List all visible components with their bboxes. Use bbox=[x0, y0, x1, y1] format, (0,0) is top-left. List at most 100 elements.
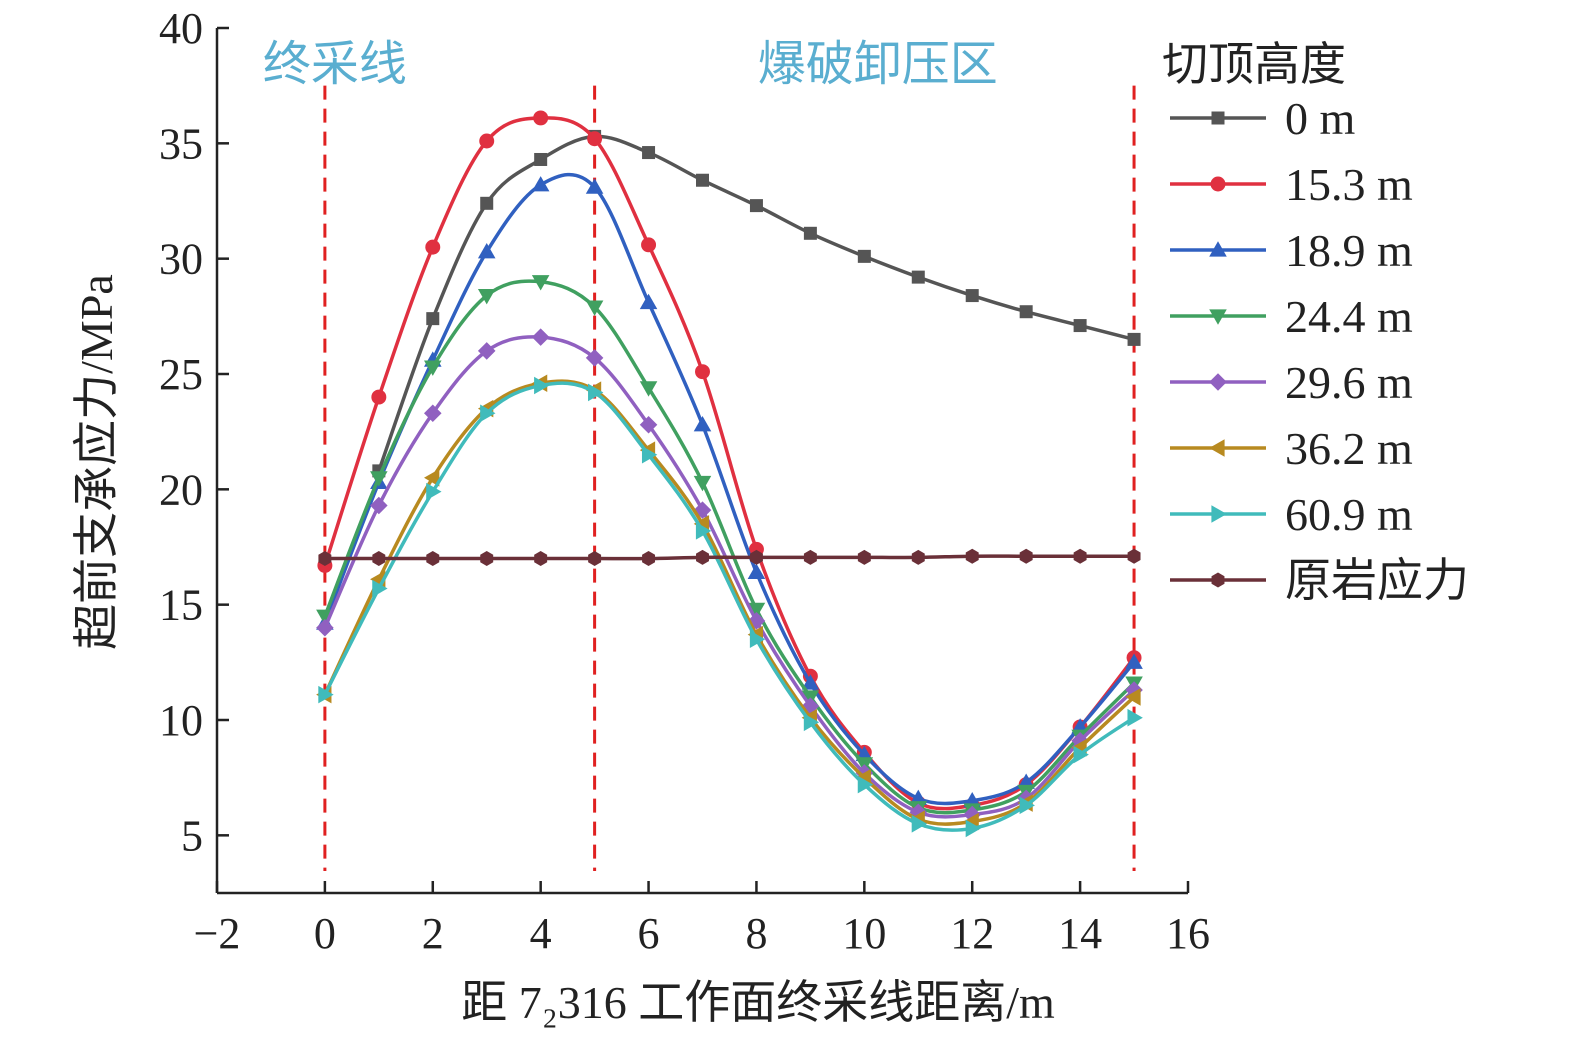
data-point bbox=[639, 293, 658, 310]
data-point bbox=[585, 178, 604, 194]
data-point bbox=[1073, 319, 1087, 333]
data-point bbox=[639, 381, 658, 397]
legend-marker bbox=[1211, 505, 1227, 523]
data-point bbox=[695, 522, 712, 540]
data-point bbox=[531, 275, 550, 291]
zone-annotation: 爆破卸压区 bbox=[758, 36, 998, 92]
data-point bbox=[1125, 653, 1143, 669]
data-point bbox=[641, 237, 657, 253]
y-tick-label: 5 bbox=[181, 811, 203, 860]
data-point bbox=[370, 496, 388, 515]
data-point bbox=[642, 146, 656, 160]
legend-label: 36.2 m bbox=[1285, 423, 1413, 474]
data-point bbox=[479, 133, 495, 149]
data-point bbox=[747, 602, 766, 619]
y-tick-label: 20 bbox=[159, 465, 203, 514]
data-point bbox=[911, 270, 925, 284]
x-tick-label: 2 bbox=[422, 909, 444, 958]
data-point bbox=[857, 775, 874, 794]
data-point bbox=[372, 579, 388, 598]
data-point bbox=[857, 549, 871, 565]
data-point bbox=[531, 176, 550, 192]
series-line bbox=[323, 172, 1136, 806]
data-point bbox=[1073, 745, 1089, 764]
y-axis-title: 超前支承应力/MPa bbox=[71, 274, 122, 650]
legend-marker bbox=[1209, 309, 1227, 325]
data-point bbox=[371, 389, 387, 405]
x-tick-label: 14 bbox=[1058, 909, 1102, 958]
x-tick-label: −2 bbox=[194, 909, 241, 958]
legend-marker bbox=[1211, 572, 1225, 588]
y-tick-label: 30 bbox=[159, 235, 203, 284]
data-point bbox=[588, 383, 604, 402]
data-point bbox=[1125, 688, 1141, 706]
data-point bbox=[480, 196, 494, 210]
data-point bbox=[372, 551, 386, 567]
data-point bbox=[749, 630, 766, 649]
data-point bbox=[370, 471, 388, 487]
legend-marker bbox=[1210, 176, 1226, 192]
data-point bbox=[534, 376, 550, 395]
data-point bbox=[696, 173, 709, 187]
y-tick-label: 10 bbox=[159, 696, 203, 745]
data-point bbox=[747, 563, 766, 579]
data-point bbox=[1125, 681, 1143, 699]
y-tick-label: 35 bbox=[159, 119, 203, 168]
series-line bbox=[377, 134, 1135, 472]
data-point bbox=[803, 226, 817, 240]
x-tick-label: 10 bbox=[842, 909, 886, 958]
data-point bbox=[965, 289, 979, 303]
x-tick-label: 4 bbox=[530, 909, 552, 958]
data-point bbox=[534, 152, 548, 166]
legend-marker bbox=[1209, 439, 1225, 457]
data-point bbox=[749, 549, 763, 565]
data-point bbox=[480, 551, 494, 567]
legend-label: 15.3 m bbox=[1285, 159, 1413, 210]
data-point bbox=[911, 549, 925, 565]
data-point bbox=[424, 469, 440, 487]
data-point bbox=[533, 110, 549, 126]
data-point bbox=[424, 404, 442, 422]
x-tick-label: 0 bbox=[314, 909, 336, 958]
series-line bbox=[323, 116, 1136, 811]
data-point bbox=[477, 242, 496, 259]
zone-annotation: 终采线 bbox=[263, 36, 407, 92]
data-point bbox=[1127, 708, 1143, 727]
series-line bbox=[324, 554, 1135, 561]
series-line bbox=[323, 379, 1136, 826]
legend-marker bbox=[1209, 241, 1227, 257]
x-tick-label: 6 bbox=[638, 909, 660, 958]
data-point bbox=[803, 713, 820, 732]
data-point bbox=[641, 445, 658, 464]
data-point bbox=[803, 549, 817, 565]
data-point bbox=[1127, 548, 1141, 564]
data-point bbox=[1019, 548, 1033, 564]
data-point bbox=[696, 549, 709, 565]
y-tick-label: 40 bbox=[159, 4, 203, 53]
y-tick-label: 15 bbox=[159, 581, 203, 630]
data-point bbox=[1127, 332, 1141, 346]
data-point bbox=[318, 551, 332, 567]
data-point bbox=[965, 819, 981, 838]
legend-marker bbox=[1209, 373, 1227, 391]
data-point bbox=[1019, 305, 1033, 319]
data-point bbox=[477, 288, 496, 305]
data-point bbox=[426, 482, 442, 501]
data-point bbox=[425, 239, 441, 255]
legend-label: 24.4 m bbox=[1285, 291, 1413, 342]
data-point bbox=[693, 475, 712, 492]
data-point bbox=[477, 342, 496, 360]
data-point bbox=[749, 199, 763, 213]
data-point bbox=[965, 548, 979, 564]
data-point bbox=[585, 300, 604, 316]
data-point bbox=[587, 131, 603, 147]
data-point bbox=[585, 349, 604, 367]
data-point bbox=[318, 685, 334, 704]
series-line bbox=[323, 279, 1136, 815]
x-tick-label: 16 bbox=[1166, 909, 1210, 958]
data-point bbox=[426, 551, 440, 567]
legend-marker bbox=[1211, 111, 1225, 125]
legend-label: 18.9 m bbox=[1285, 225, 1413, 276]
data-point bbox=[424, 360, 442, 376]
